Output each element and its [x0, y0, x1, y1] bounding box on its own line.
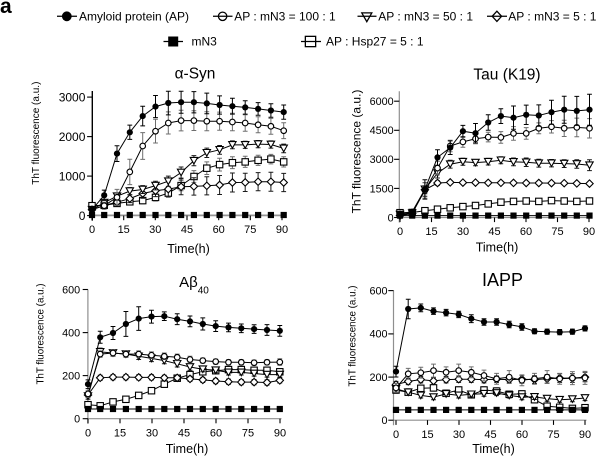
svg-text:30: 30: [146, 427, 158, 439]
svg-text:a: a: [0, 0, 12, 18]
svg-text:0: 0: [89, 224, 95, 236]
svg-text:75: 75: [244, 224, 256, 236]
svg-text:AP : mN3 = 100 : 1: AP : mN3 = 100 : 1: [234, 10, 336, 24]
svg-text:75: 75: [242, 427, 254, 439]
svg-text:90: 90: [276, 224, 288, 236]
svg-text:Time(h): Time(h): [472, 442, 515, 456]
svg-text:15: 15: [425, 226, 437, 238]
svg-text:75: 75: [547, 429, 559, 441]
svg-text:30: 30: [457, 226, 469, 238]
svg-text:45: 45: [488, 226, 500, 238]
svg-text:200: 200: [369, 372, 387, 384]
svg-text:90: 90: [274, 427, 286, 439]
svg-text:0: 0: [388, 212, 394, 224]
svg-text:6000: 6000: [370, 96, 394, 108]
svg-text:15: 15: [118, 224, 130, 236]
svg-text:1500: 1500: [370, 183, 394, 195]
svg-text:15: 15: [114, 427, 126, 439]
svg-text:400: 400: [62, 328, 80, 340]
svg-text:200: 200: [62, 371, 80, 383]
svg-text:45: 45: [178, 427, 190, 439]
svg-text:600: 600: [369, 286, 387, 298]
svg-text:30: 30: [149, 224, 161, 236]
svg-text:IAPP: IAPP: [482, 270, 523, 290]
svg-text:30: 30: [453, 429, 465, 441]
svg-text:75: 75: [551, 226, 563, 238]
svg-text:0: 0: [381, 415, 387, 427]
svg-text:60: 60: [210, 427, 222, 439]
svg-text:ThT fluorescence (a.u.): ThT fluorescence (a.u.): [348, 285, 359, 386]
svg-text:60: 60: [213, 224, 225, 236]
svg-text:0: 0: [85, 427, 91, 439]
svg-text:400: 400: [369, 329, 387, 341]
svg-text:2000: 2000: [59, 130, 86, 144]
svg-text:AP : Hsp27 = 5 : 1: AP : Hsp27 = 5 : 1: [326, 35, 424, 49]
svg-text:ThT fluorescence (a.u.): ThT fluorescence (a.u.): [36, 283, 47, 384]
svg-text:Tau (K19): Tau (K19): [473, 67, 540, 84]
svg-text:1000: 1000: [59, 169, 86, 183]
svg-text:α-Syn: α-Syn: [175, 66, 216, 83]
svg-text:60: 60: [520, 226, 532, 238]
svg-text:45: 45: [484, 429, 496, 441]
svg-text:Time(h): Time(h): [476, 240, 519, 254]
svg-text:3000: 3000: [59, 90, 86, 104]
svg-text:0: 0: [393, 429, 399, 441]
svg-text:mN3: mN3: [192, 35, 218, 49]
svg-text:3000: 3000: [370, 154, 394, 166]
svg-text:45: 45: [181, 224, 193, 236]
svg-text:AP : mN3 = 5 : 1: AP : mN3 = 5 : 1: [508, 10, 596, 24]
svg-text:0: 0: [397, 226, 403, 238]
svg-text:15: 15: [421, 429, 433, 441]
svg-text:0: 0: [74, 414, 80, 426]
svg-text:60: 60: [516, 429, 528, 441]
svg-text:ThT fluorescence (a.u.): ThT fluorescence (a.u.): [31, 82, 42, 185]
svg-text:0: 0: [79, 209, 86, 223]
svg-text:Amyloid protein (AP): Amyloid protein (AP): [79, 10, 189, 24]
svg-text:600: 600: [62, 284, 80, 296]
svg-text:AP : mN3 = 50 : 1: AP : mN3 = 50 : 1: [378, 10, 473, 24]
svg-text:Time(h): Time(h): [166, 442, 209, 456]
svg-text:90: 90: [583, 226, 595, 238]
svg-text:4500: 4500: [370, 125, 394, 137]
svg-text:ThT fluorescence (a.u.): ThT fluorescence (a.u.): [350, 90, 364, 214]
svg-text:Time(h): Time(h): [167, 242, 210, 256]
svg-text:90: 90: [579, 429, 591, 441]
